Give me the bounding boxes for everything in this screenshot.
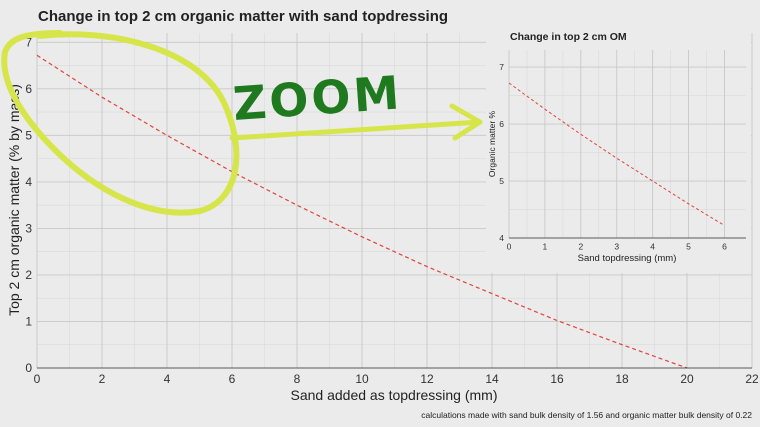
main-y-tick-label: 0 (25, 361, 32, 375)
inset-x-tick-label: 2 (578, 242, 583, 252)
main-x-axis-label: Sand added as topdressing (mm) (291, 387, 498, 403)
main-x-tick-label: 2 (99, 372, 106, 386)
main-x-tick-label: 14 (485, 372, 499, 386)
inset-grid (508, 50, 746, 239)
inset-x-tick-label: 4 (650, 242, 655, 252)
inset-background (486, 27, 751, 273)
main-x-tick-label: 4 (164, 372, 171, 386)
main-x-tick-label: 22 (745, 372, 759, 386)
inset-y-tick-label: 5 (499, 176, 504, 186)
zoom-arrow-head (449, 103, 483, 141)
inset-x-tick-label: 0 (507, 242, 512, 252)
inset-chart: 0 1 2 3 4 5 6 4 5 6 7 Change in top 2 cm OM Sand t… (486, 27, 751, 273)
zoom-label: ZOOM (231, 65, 404, 131)
inset-x-tick-label: 1 (543, 242, 548, 252)
main-chart-title: Change in top 2 cm organic matter with s… (38, 8, 448, 25)
main-y-tick-label: 6 (25, 82, 32, 96)
main-y-tick-label: 2 (25, 268, 32, 282)
main-x-tick-label: 20 (680, 372, 694, 386)
main-y-tick-label: 1 (25, 315, 32, 329)
highlight-circle (1, 30, 240, 216)
inset-x-tick-label: 3 (614, 242, 619, 252)
chart-caption: calculations made with sand bulk density… (421, 410, 752, 420)
main-y-tick-label: 7 (25, 36, 32, 50)
inset-series-line (508, 82, 725, 226)
main-x-tick-label: 10 (355, 372, 369, 386)
inset-x-tick-label: 6 (722, 242, 727, 252)
main-x-tick-label: 0 (34, 372, 41, 386)
inset-x-tick-label: 5 (686, 242, 691, 252)
zoom-annotation: ZOOM (1, 30, 483, 216)
inset-y-tick-label: 4 (499, 233, 504, 243)
inset-y-axis-label: Organic matter % (487, 110, 497, 177)
main-y-tick-label: 3 (25, 222, 32, 236)
inset-chart-title: Change in top 2 cm OM (510, 31, 627, 43)
main-x-tick-label: 6 (229, 372, 236, 386)
zoom-arrow-line (229, 119, 483, 141)
inset-y-tick-label: 7 (499, 62, 504, 72)
main-y-tick-label: 4 (25, 175, 32, 189)
main-x-tick-label: 8 (294, 372, 301, 386)
inset-x-axis-label: Sand topdressing (mm) (578, 253, 677, 264)
main-x-tick-label: 16 (550, 372, 564, 386)
main-series-line (36, 54, 688, 369)
main-x-tick-label: 18 (615, 372, 629, 386)
main-y-axis-label: Top 2 cm organic matter (% by mass) (6, 84, 22, 316)
main-x-tick-label: 12 (420, 372, 434, 386)
inset-y-tick-label: 6 (499, 119, 504, 129)
main-y-tick-label: 5 (25, 129, 32, 143)
inset-tick-labels: 0 1 2 3 4 5 6 4 5 6 7 (499, 62, 727, 251)
